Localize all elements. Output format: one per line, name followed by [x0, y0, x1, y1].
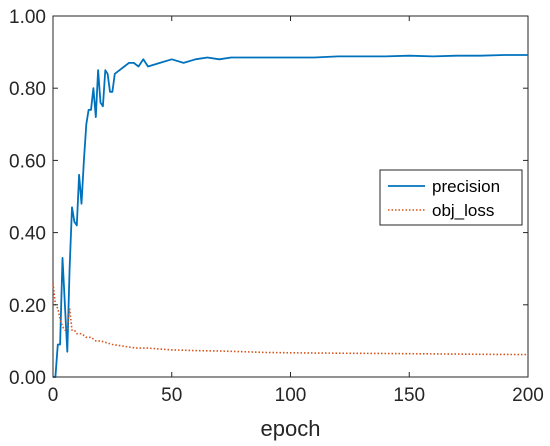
- y-tick-label: 0.00: [9, 368, 46, 389]
- series-line-precision: [53, 54, 528, 378]
- series-layer: [52, 54, 529, 378]
- x-tick-label: 100: [275, 385, 307, 406]
- y-tick-label: 0.80: [9, 79, 46, 100]
- legend: precision obj_loss: [379, 169, 523, 226]
- x-tick-label: 50: [161, 385, 182, 406]
- x-axis-title: epoch: [261, 416, 321, 441]
- y-tick-label: 0.20: [9, 296, 46, 317]
- series-line-obj-loss: [52, 283, 529, 356]
- legend-label: precision: [432, 177, 500, 196]
- y-tick-label: 0.60: [9, 151, 46, 172]
- y-tick-label: 0.40: [9, 224, 46, 245]
- x-tick-label: 0: [48, 385, 59, 406]
- tick-layer: 0 50 100 150 200 0.00 0.20 0.40 0.60 0.80 1.00: [9, 7, 544, 406]
- legend-label: obj_loss: [432, 201, 494, 220]
- legend-box: [379, 169, 523, 226]
- x-tick-label: 150: [393, 385, 425, 406]
- y-tick-label: 1.00: [9, 7, 46, 28]
- x-tick-label: 200: [512, 385, 544, 406]
